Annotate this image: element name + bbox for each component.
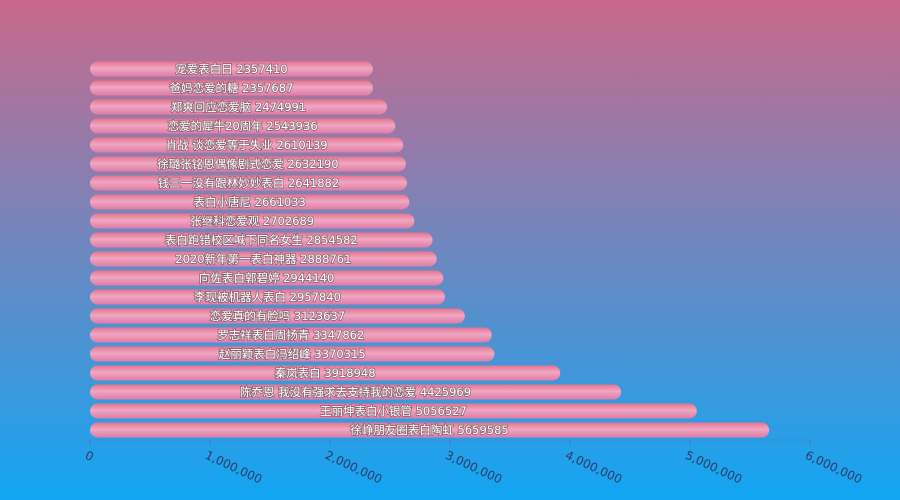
data-label: 李现被机器人表白 2957840	[194, 290, 341, 304]
bar[interactable]	[90, 194, 410, 210]
data-label: 张继科恋爱观 2702689	[190, 214, 314, 228]
data-label: 徐璐张铭恩偶像剧式恋爱 2632190	[157, 157, 338, 171]
data-label: 表白跑错校区喊下同名女生 2854582	[165, 233, 358, 247]
data-labels-layer: 徐峥朋友圈表白陶虹 5659585 王丽坤表白小银管 5056527 陈乔恩 我没有…	[156, 61, 509, 438]
bar[interactable]	[90, 213, 415, 229]
bar[interactable]	[90, 327, 492, 343]
bar[interactable]	[90, 137, 404, 153]
bar[interactable]	[90, 289, 445, 305]
bar[interactable]	[90, 156, 406, 172]
bars-layer	[90, 61, 770, 438]
bar[interactable]	[90, 384, 622, 400]
data-label: 钱三一没有跟林妙妙表白 2641882	[158, 176, 339, 190]
bar[interactable]	[90, 232, 433, 248]
data-label: 宠爱表白日 2357410	[175, 62, 287, 76]
data-label: 表白小唐尼 2661033	[193, 195, 305, 209]
data-label: 罗志祥表白周扬青 3347862	[217, 328, 364, 342]
bar[interactable]	[90, 175, 408, 191]
bar[interactable]	[90, 365, 561, 381]
data-label: 赵丽颖表白冯绍峰 3370315	[219, 347, 366, 361]
data-label: 肖战 谈恋爱等于失业 2610139	[166, 138, 328, 152]
bar[interactable]	[90, 403, 697, 419]
bar[interactable]	[90, 61, 373, 77]
data-label: 郑爽回应恋爱脑 2474991	[171, 100, 306, 114]
data-label: 秦岚表白 3918948	[275, 366, 376, 380]
data-label: 向佐表白郭碧婷 2944140	[199, 271, 334, 285]
data-label: 王丽坤表白小银管 5056527	[320, 404, 467, 418]
bar[interactable]	[90, 346, 495, 362]
bar[interactable]	[90, 251, 437, 267]
bar[interactable]	[90, 270, 444, 286]
bar[interactable]	[90, 99, 387, 115]
data-label: 徐峥朋友圈表白陶虹 5659585	[350, 423, 508, 437]
data-label: 陈乔恩 我没有强求去支持我的恋爱 4425969	[240, 385, 471, 399]
bar[interactable]	[90, 308, 465, 324]
data-label: 恋爱真的有脸吗 3123637	[210, 309, 345, 323]
bar[interactable]	[90, 422, 770, 438]
bar[interactable]	[90, 118, 396, 134]
bar[interactable]	[90, 80, 373, 96]
data-label: 爸妈恋爱的糖 2357687	[170, 81, 294, 95]
data-label: 2020新年第一表白神器 2888761	[175, 252, 351, 266]
data-label: 恋爱的犀牛20周年 2543936	[168, 119, 318, 133]
